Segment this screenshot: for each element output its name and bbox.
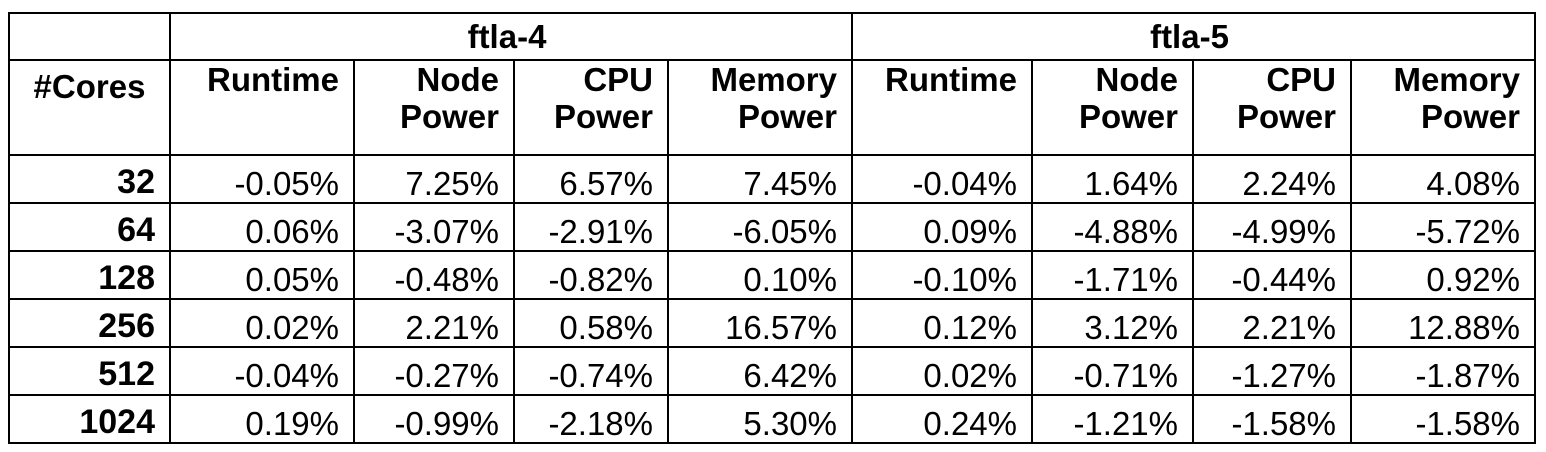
ftla5-runtime-cell: 0.09%: [851, 202, 1033, 252]
ftla5-cpu-power-cell: -1.58%: [1192, 394, 1352, 444]
cpu-power-header-line1: CPU: [583, 61, 653, 98]
ftla5-cpu-power-cell: -1.27%: [1192, 346, 1352, 396]
ftla4-memory-power-cell: -6.05%: [667, 202, 853, 252]
memory-power-header: Memory Power: [667, 59, 853, 156]
runtime-header: Runtime: [851, 59, 1033, 156]
memory-power-header-line2: Power: [737, 98, 837, 135]
ftla4-cpu-power-cell: -0.74%: [513, 346, 669, 396]
ftla4-node-power-cell: 2.21%: [353, 298, 515, 348]
results-table: ftla-4 ftla-5 #Cores Runtime Node Power C…: [8, 12, 1536, 444]
cores-cell: 1024: [8, 394, 171, 444]
table-row: 64 0.06% -3.07% -2.91% -6.05% 0.09% -4.88% -4.9…: [8, 202, 1536, 252]
cores-header: #Cores: [8, 59, 171, 156]
cores-cell: 64: [8, 202, 171, 252]
ftla5-node-power-cell: -4.88%: [1031, 202, 1194, 252]
ftla5-cpu-power-cell: 2.21%: [1192, 298, 1352, 348]
ftla4-node-power-cell: -0.27%: [353, 346, 515, 396]
ftla4-cpu-power-cell: -0.82%: [513, 250, 669, 300]
ftla4-memory-power-cell: 7.45%: [667, 154, 853, 204]
group-header-ftla-5: ftla-5: [851, 12, 1536, 61]
ftla4-node-power-cell: -0.48%: [353, 250, 515, 300]
ftla5-runtime-cell: 0.24%: [851, 394, 1033, 444]
ftla5-memory-power-cell: -1.87%: [1350, 346, 1536, 396]
memory-power-header: Memory Power: [1350, 59, 1536, 156]
cpu-power-header-line2: Power: [553, 98, 653, 135]
corner-cell: [8, 12, 171, 61]
node-power-header-line1: Node: [416, 61, 500, 98]
ftla5-runtime-cell: -0.04%: [851, 154, 1033, 204]
node-power-header-line2: Power: [399, 98, 499, 135]
cores-cell: 32: [8, 154, 171, 204]
runtime-header: Runtime: [169, 59, 355, 156]
cores-cell: 512: [8, 346, 171, 396]
node-power-header: Node Power: [353, 59, 515, 156]
cpu-power-header: CPU Power: [513, 59, 669, 156]
cpu-power-header-line1: CPU: [1266, 61, 1336, 98]
cpu-power-header: CPU Power: [1192, 59, 1352, 156]
ftla4-runtime-cell: 0.19%: [169, 394, 355, 444]
ftla5-memory-power-cell: 12.88%: [1350, 298, 1536, 348]
ftla4-memory-power-cell: 16.57%: [667, 298, 853, 348]
ftla5-node-power-cell: -1.21%: [1031, 394, 1194, 444]
table-row: 32 -0.05% 7.25% 6.57% 7.45% -0.04% 1.64% 2.24% 4…: [8, 154, 1536, 204]
cores-cell: 128: [8, 250, 171, 300]
memory-power-header-line1: Memory: [710, 61, 837, 98]
ftla4-node-power-cell: -3.07%: [353, 202, 515, 252]
cores-cell: 256: [8, 298, 171, 348]
ftla4-runtime-cell: 0.02%: [169, 298, 355, 348]
ftla5-memory-power-cell: 4.08%: [1350, 154, 1536, 204]
ftla5-node-power-cell: -0.71%: [1031, 346, 1194, 396]
ftla4-cpu-power-cell: -2.91%: [513, 202, 669, 252]
cpu-power-header-line2: Power: [1236, 98, 1336, 135]
ftla5-memory-power-cell: -1.58%: [1350, 394, 1536, 444]
ftla4-runtime-cell: 0.05%: [169, 250, 355, 300]
ftla4-node-power-cell: -0.99%: [353, 394, 515, 444]
ftla5-node-power-cell: 1.64%: [1031, 154, 1194, 204]
ftla4-runtime-cell: 0.06%: [169, 202, 355, 252]
table-row: 1024 0.19% -0.99% -2.18% 5.30% 0.24% -1.21% -1.…: [8, 394, 1536, 444]
ftla5-memory-power-cell: 0.92%: [1350, 250, 1536, 300]
ftla4-runtime-cell: -0.05%: [169, 154, 355, 204]
runtime-header-label: Runtime: [885, 61, 1017, 98]
ftla4-cpu-power-cell: 0.58%: [513, 298, 669, 348]
node-power-header-line1: Node: [1095, 61, 1179, 98]
ftla5-cpu-power-cell: -0.44%: [1192, 250, 1352, 300]
ftla4-cpu-power-cell: -2.18%: [513, 394, 669, 444]
ftla4-node-power-cell: 7.25%: [353, 154, 515, 204]
table-row: 512 -0.04% -0.27% -0.74% 6.42% 0.02% -0.71% -1.…: [8, 346, 1536, 396]
ftla5-node-power-cell: 3.12%: [1031, 298, 1194, 348]
node-power-header: Node Power: [1031, 59, 1194, 156]
ftla5-runtime-cell: -0.10%: [851, 250, 1033, 300]
table-body: 32 -0.05% 7.25% 6.57% 7.45% -0.04% 1.64% 2.24% 4…: [8, 154, 1536, 444]
ftla4-memory-power-cell: 6.42%: [667, 346, 853, 396]
ftla4-cpu-power-cell: 6.57%: [513, 154, 669, 204]
ftla5-node-power-cell: -1.71%: [1031, 250, 1194, 300]
ftla4-memory-power-cell: 5.30%: [667, 394, 853, 444]
table-row: 256 0.02% 2.21% 0.58% 16.57% 0.12% 3.12% 2.21% 1…: [8, 298, 1536, 348]
ftla4-memory-power-cell: 0.10%: [667, 250, 853, 300]
ftla4-runtime-cell: -0.04%: [169, 346, 355, 396]
memory-power-header-line1: Memory: [1393, 61, 1520, 98]
group-header-ftla-4: ftla-4: [169, 12, 853, 61]
group-header-row: ftla-4 ftla-5: [8, 12, 1536, 61]
runtime-header-label: Runtime: [207, 61, 339, 98]
ftla5-cpu-power-cell: -4.99%: [1192, 202, 1352, 252]
node-power-header-line2: Power: [1078, 98, 1178, 135]
ftla5-runtime-cell: 0.02%: [851, 346, 1033, 396]
table-row: 128 0.05% -0.48% -0.82% 0.10% -0.10% -1.71% -0.…: [8, 250, 1536, 300]
column-header-row: #Cores Runtime Node Power CPU Power Memory…: [8, 59, 1536, 156]
ftla5-cpu-power-cell: 2.24%: [1192, 154, 1352, 204]
memory-power-header-line2: Power: [1420, 98, 1520, 135]
ftla5-runtime-cell: 0.12%: [851, 298, 1033, 348]
ftla5-memory-power-cell: -5.72%: [1350, 202, 1536, 252]
